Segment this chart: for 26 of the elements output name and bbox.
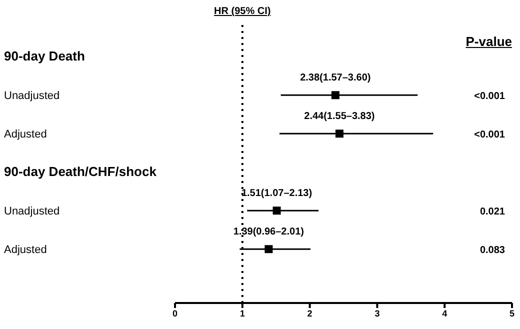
data-label: 1.39(0.96–2.01) (233, 226, 304, 238)
annotation: <0.001 (474, 91, 506, 102)
x-tick-label: 3 (374, 308, 380, 318)
point (331, 91, 340, 100)
y-tick-label: Adjusted (4, 128, 47, 141)
ref-line-label: HR (95% CI) (214, 6, 271, 17)
annotation: P-value (466, 34, 512, 49)
annotation: 0.021 (480, 206, 506, 218)
data-label: 2.38(1.57–3.60) (300, 72, 371, 84)
point (264, 245, 273, 254)
x-tick-label: 4 (442, 308, 448, 318)
annotation: <0.001 (474, 130, 506, 141)
x-tick-label: 0 (172, 308, 178, 318)
y-tick-label: Unadjusted (4, 90, 60, 102)
y-tick-label: Unadjusted (4, 206, 60, 218)
data-label: 1.51(1.07–2.13) (241, 188, 312, 200)
annotation: 0.083 (480, 245, 506, 256)
y-tick-label: Adjusted (4, 244, 47, 256)
data-label: 2.44(1.55–3.83) (304, 111, 375, 122)
x-tick-label: 2 (307, 308, 312, 318)
point (272, 206, 281, 215)
y-tick-label: 90-day Death/CHF/shock (4, 164, 158, 180)
x-tick-label: 5 (509, 308, 515, 318)
point (335, 130, 344, 138)
x-tick-label: 1 (240, 308, 245, 318)
y-tick-label: 90-day Death (4, 48, 85, 64)
